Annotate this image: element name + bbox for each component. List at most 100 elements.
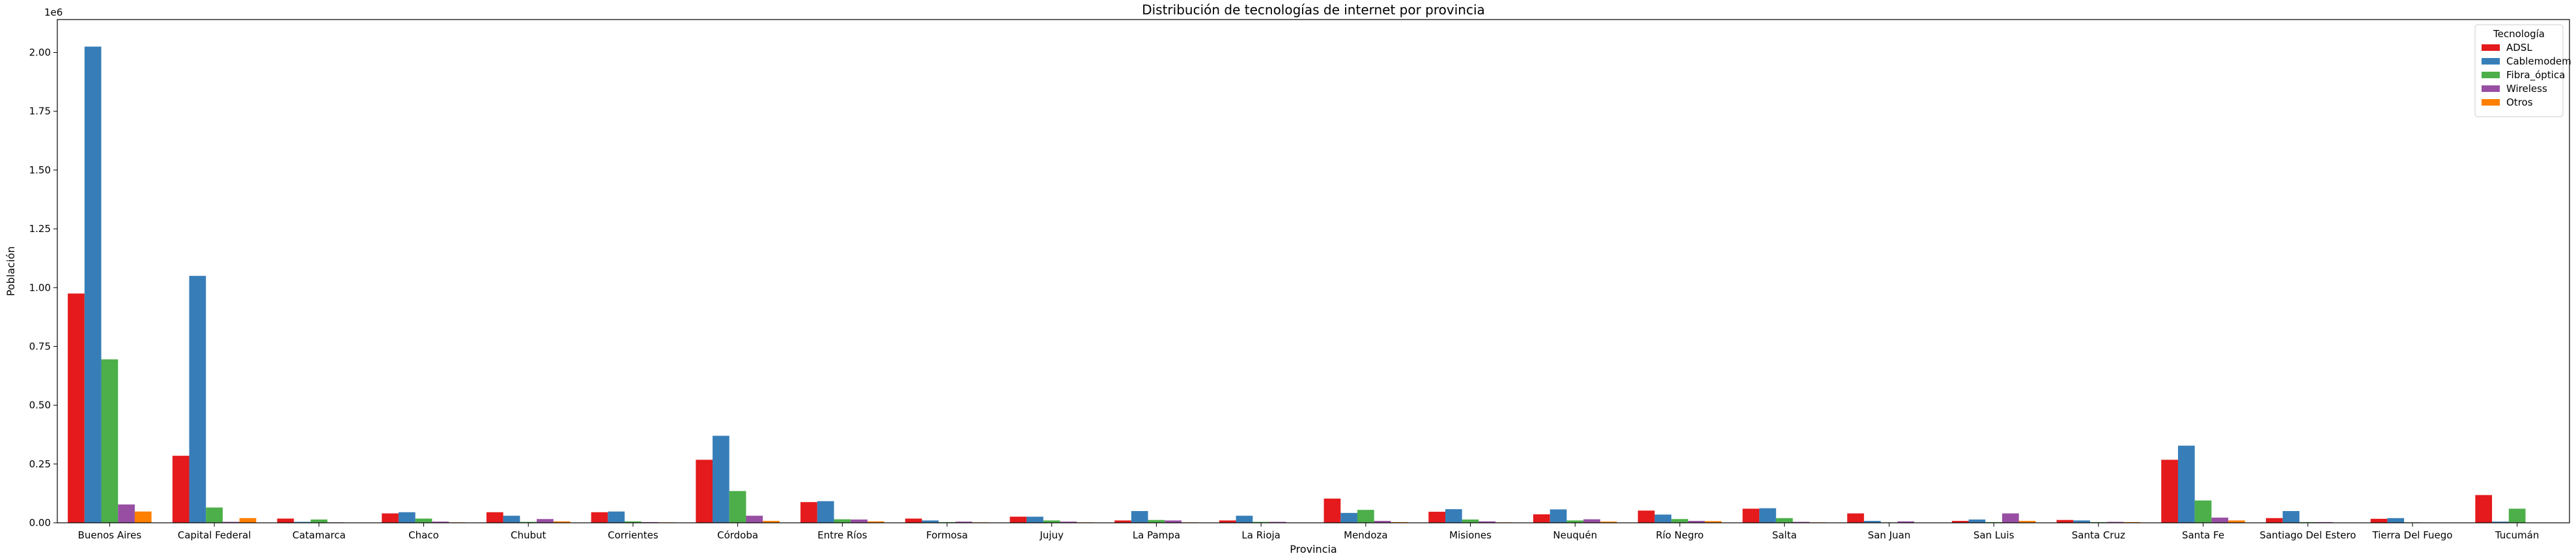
bar — [1759, 508, 1776, 523]
bar — [625, 521, 642, 523]
bar — [591, 512, 608, 523]
x-tick-label: Jujuy — [1039, 529, 1064, 541]
bar — [239, 518, 257, 523]
bar — [310, 519, 328, 523]
bar — [382, 513, 399, 523]
x-tick-label: Chaco — [408, 529, 439, 541]
legend-swatch — [2482, 85, 2500, 92]
bar — [1637, 510, 1655, 523]
x-tick-label: Salta — [1772, 529, 1797, 541]
bar — [1583, 519, 1600, 523]
y-axis-label: Población — [5, 246, 17, 296]
bar — [2387, 518, 2405, 523]
bar — [68, 293, 85, 523]
bar — [1374, 521, 1391, 523]
bar — [101, 359, 119, 523]
y-tick-label: 1.75 — [29, 106, 51, 117]
bar — [1897, 521, 1914, 523]
bar — [729, 491, 746, 523]
x-tick-label: Neuquén — [1553, 529, 1597, 541]
x-tick-label: Santa Fe — [2182, 529, 2224, 541]
bar — [1323, 498, 1341, 523]
bar — [1043, 520, 1060, 523]
bar — [486, 512, 503, 523]
x-tick-label: Tucumán — [2495, 529, 2539, 541]
bar — [189, 276, 206, 523]
bar — [1688, 521, 1705, 523]
bar — [800, 502, 817, 523]
bar — [398, 512, 416, 523]
x-tick-label: Río Negro — [1656, 529, 1704, 541]
x-tick-label: La Rioja — [1241, 529, 1280, 541]
bar — [1847, 513, 1864, 523]
bar — [1792, 521, 1810, 523]
bar — [1114, 520, 1131, 523]
legend-swatch — [2482, 44, 2500, 51]
bar — [2106, 521, 2124, 523]
bar — [1148, 520, 1165, 523]
legend-label: Wireless — [2506, 83, 2547, 95]
legend-label: Otros — [2506, 96, 2533, 108]
x-tick-label: Mendoza — [1344, 529, 1387, 541]
bar — [118, 504, 135, 523]
x-tick-label: Chubut — [511, 529, 546, 541]
bar — [1340, 512, 1357, 523]
bar — [746, 516, 763, 523]
bar — [1445, 509, 1462, 523]
bar — [2194, 500, 2212, 523]
bar — [1654, 514, 1672, 523]
bar — [867, 521, 885, 523]
bar — [2282, 510, 2300, 523]
bar — [520, 521, 537, 523]
y-tick-label: 1.25 — [29, 223, 51, 235]
bar — [1253, 521, 1269, 523]
legend-label: Fibra_óptica — [2506, 69, 2565, 81]
bar — [1479, 521, 1496, 523]
bar — [277, 518, 294, 523]
bar — [1776, 518, 1793, 523]
x-tick-label: Tierra Del Fuego — [2371, 529, 2452, 541]
bar — [1010, 516, 1027, 523]
bar — [1165, 520, 1182, 523]
bar — [84, 46, 102, 523]
bar — [1269, 521, 1286, 523]
bar — [1428, 512, 1445, 523]
bar — [2073, 520, 2090, 523]
bar — [713, 435, 729, 523]
bar — [1533, 514, 1550, 523]
bar — [222, 521, 240, 523]
x-tick-label: Capital Federal — [178, 529, 251, 541]
bar — [834, 519, 851, 523]
chart-title: Distribución de tecnologías de internet … — [1142, 2, 1485, 18]
y-tick-label: 1.50 — [29, 164, 51, 176]
bar — [2177, 445, 2195, 523]
bar — [1060, 521, 1077, 523]
bar — [1705, 521, 1722, 523]
x-tick-label: Catamarca — [292, 529, 346, 541]
x-tick-label: San Juan — [1868, 529, 1911, 541]
x-tick-label: Buenos Aires — [78, 529, 142, 541]
bar — [2370, 518, 2388, 523]
x-tick-label: Santa Cruz — [2072, 529, 2125, 541]
bar — [2492, 521, 2509, 523]
x-tick-label: San Luis — [1974, 529, 2015, 541]
bar — [1671, 519, 1688, 523]
bar — [2002, 513, 2019, 523]
bar — [1600, 521, 1617, 523]
bar — [2508, 508, 2526, 523]
legend: Tecnología ADSL Cablemodem Fibra_óptica Wir… — [2474, 24, 2571, 117]
bar — [294, 521, 311, 523]
y-tick-label: 2.00 — [29, 47, 51, 59]
bar — [1462, 519, 1479, 523]
bar — [1236, 516, 1253, 523]
legend-swatch — [2482, 72, 2500, 78]
bar — [2018, 521, 2036, 523]
bar — [134, 511, 152, 523]
bar — [1026, 516, 1043, 523]
bar — [696, 460, 713, 523]
bar — [1219, 520, 1236, 523]
bar — [905, 518, 922, 523]
bar — [415, 518, 432, 523]
bar — [817, 501, 834, 523]
